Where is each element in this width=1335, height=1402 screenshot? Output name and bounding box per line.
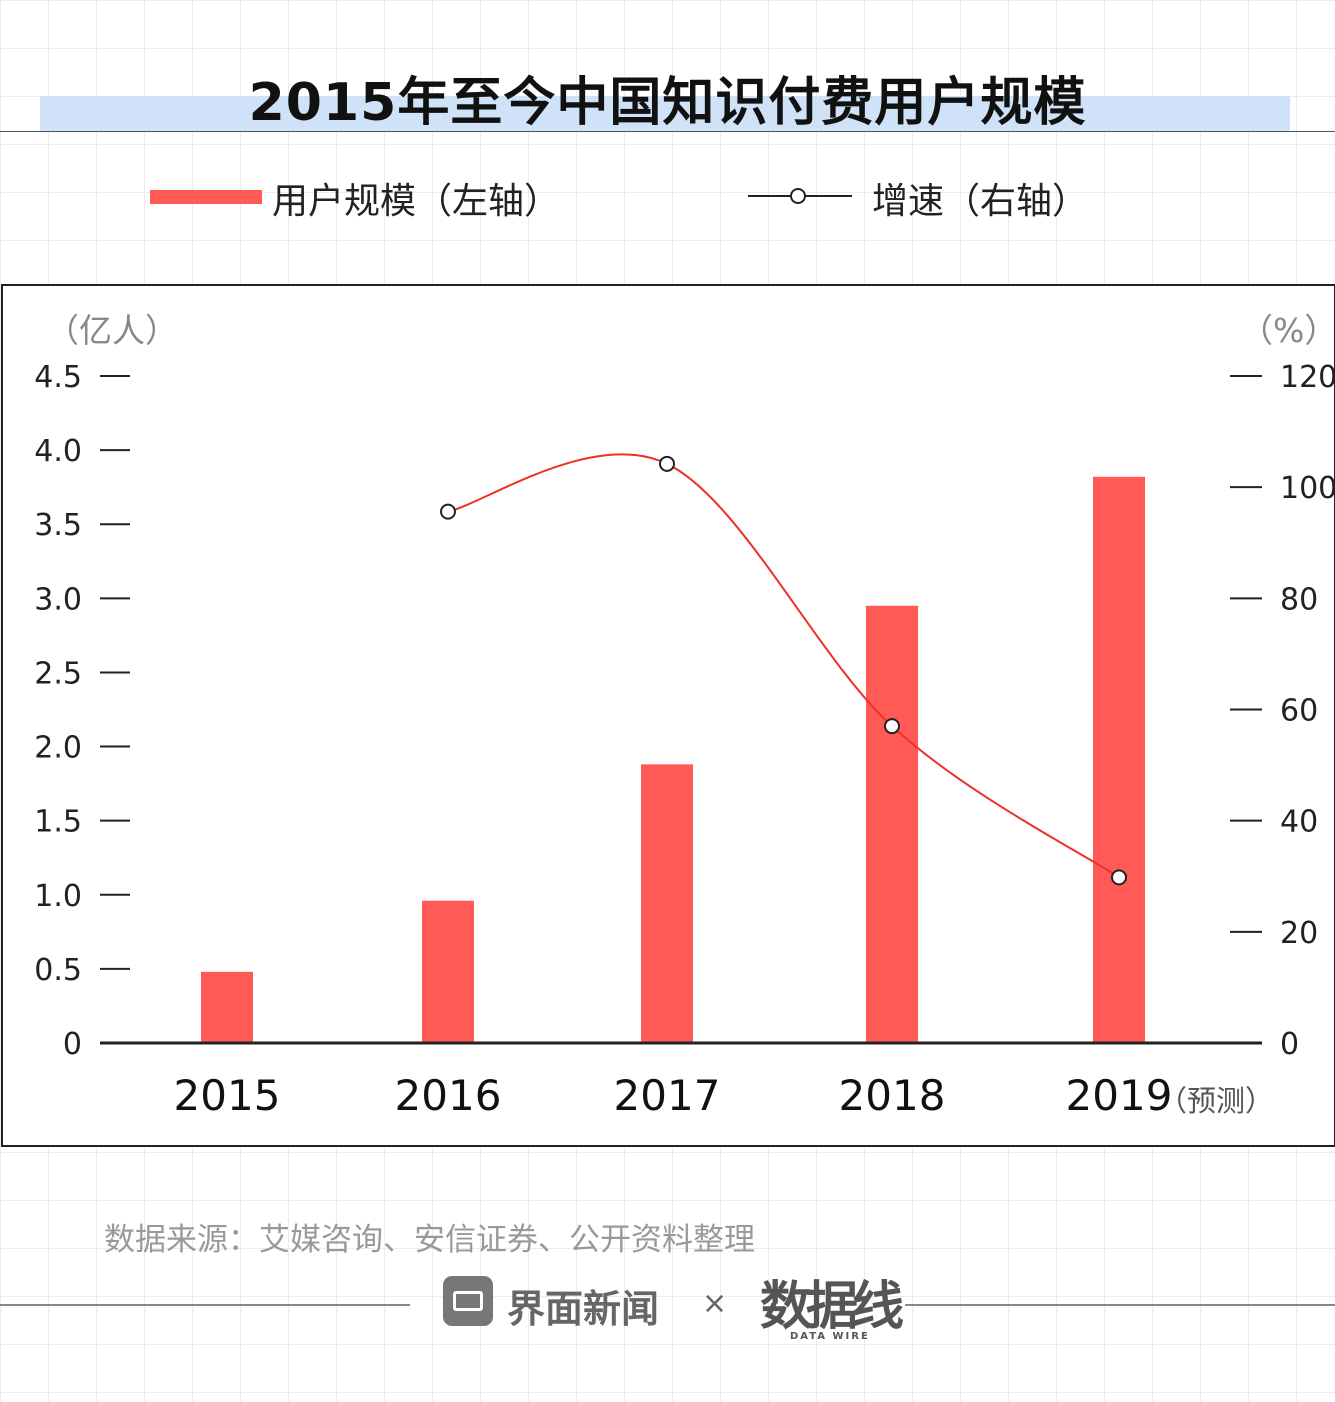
brand-icon (443, 1276, 493, 1326)
bar-2016 (422, 900, 474, 1043)
x-tick-label: 2015 (174, 1071, 281, 1120)
x-tick-label: 2019 (1066, 1071, 1173, 1120)
brand-name: 界面新闻 (507, 1287, 660, 1331)
bar-2015 (201, 971, 253, 1043)
legend-bar-swatch (150, 190, 262, 204)
growth-point-2019 (1111, 869, 1127, 886)
growth-point-2017 (659, 455, 675, 472)
x-tick-label: 2017 (614, 1071, 721, 1120)
left-tick-label: 1.5 (34, 805, 82, 840)
bar-2019 (1093, 476, 1145, 1043)
left-tick-label: 2.5 (34, 656, 82, 691)
title-rule (0, 131, 1335, 132)
datawire-logo: 数据线 (760, 1277, 904, 1337)
left-tick-label: 4.5 (34, 360, 82, 395)
chart-title: 2015年至今中国知识付费用户规模 (248, 73, 1087, 133)
source-note: 数据来源：艾媒咨询、安信证券、公开资料整理 (104, 1222, 755, 1258)
left-tick-label: 4.0 (34, 434, 82, 469)
legend-line-label: 增速（右轴） (872, 181, 1089, 222)
right-tick-label: 20 (1280, 916, 1318, 951)
bar-2018 (866, 605, 918, 1043)
right-tick-label: 80 (1280, 582, 1318, 617)
legend-line-swatch (748, 188, 852, 204)
left-tick-label: 2.0 (34, 731, 82, 766)
left-tick-label: 3.5 (34, 508, 82, 543)
right-tick-label: 40 (1280, 805, 1318, 840)
right-tick-label: 100 (1280, 471, 1335, 506)
legend-bar-label: 用户规模（左轴） (272, 181, 561, 222)
left-tick-label: 1.0 (34, 879, 82, 914)
left-axis-unit: （亿人） (46, 311, 178, 350)
x-tick-label: 2018 (839, 1071, 946, 1120)
left-tick-label: 0.5 (34, 953, 82, 988)
right-tick-label: 0 (1280, 1027, 1299, 1062)
right-tick-label: 60 (1280, 694, 1318, 729)
right-tick-label: 120 (1280, 360, 1335, 395)
title-highlight-band (40, 96, 1290, 132)
growth-line (447, 453, 1120, 879)
datawire-logo-sub: DATA WIRE (790, 1331, 870, 1342)
growth-point-2018 (884, 718, 900, 735)
bar-2017 (641, 764, 693, 1043)
footer-rule-right (905, 1304, 1335, 1306)
left-tick-label: 0 (63, 1027, 82, 1062)
footer-separator: × (702, 1286, 728, 1321)
left-tick-label: 3.0 (34, 582, 82, 617)
forecast-note: （预测） (1158, 1084, 1274, 1118)
footer-rule-left (0, 1304, 410, 1306)
growth-point-2016 (440, 503, 456, 520)
right-axis-unit: （%） (1240, 311, 1335, 350)
x-tick-label: 2016 (395, 1071, 502, 1120)
